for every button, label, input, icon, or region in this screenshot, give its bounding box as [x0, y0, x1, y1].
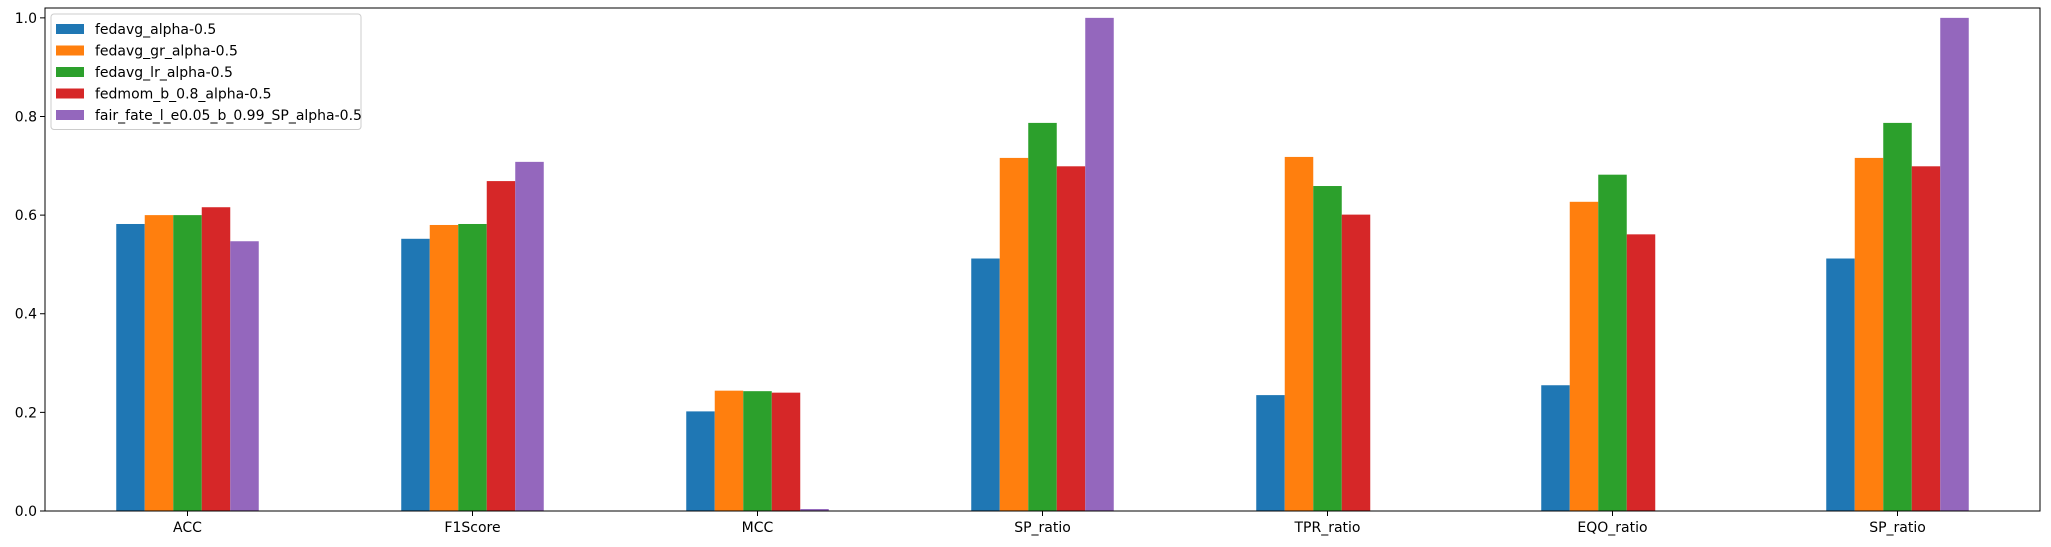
bar-fedavg_alpha-0.5-F1Score — [401, 238, 430, 512]
legend-swatch — [56, 88, 84, 99]
x-tick-label: MCC — [742, 520, 774, 536]
axes-layer: 0.0 0.2 0.4 0.6 0.8 1.0 ACC F1Score MCC SP_ratio T… — [15, 7, 2041, 536]
y-tick-label: 1.0 — [15, 11, 37, 27]
y-tick-label: 0.0 — [15, 504, 37, 520]
bar-fedavg_lr_alpha-0.5-F1Score — [458, 223, 487, 512]
bar-fedavg_gr_alpha-0.5-SP_ratio — [1854, 157, 1884, 511]
bars-layer — [116, 17, 1969, 512]
y-tick-label: 0.4 — [15, 307, 37, 323]
legend-label: fedmom_b_0.8_alpha-0.5 — [95, 87, 272, 103]
bar-fedmom_b_0.8_alpha-0.5-SP_ratio — [1056, 166, 1086, 512]
bar-fedavg_lr_alpha-0.5-TPR_ratio — [1313, 186, 1342, 511]
bar-fedavg_alpha-0.5-SP_ratio — [1826, 258, 1855, 511]
bar-fair_fate_l_e0.05_b_0.99_SP_alpha-0.5-MCC — [800, 509, 829, 511]
legend-label: fedavg_alpha-0.5 — [95, 22, 216, 38]
bar-fedavg_gr_alpha-0.5-ACC — [144, 215, 174, 511]
bar-fedavg_lr_alpha-0.5-MCC — [743, 391, 772, 511]
bar-fair_fate_l_e0.05_b_0.99_SP_alpha-0.5-ACC — [230, 241, 259, 511]
bar-fedmom_b_0.8_alpha-0.5-TPR_ratio — [1341, 214, 1371, 511]
y-tick-label: 0.8 — [15, 109, 37, 125]
bar-fedavg_alpha-0.5-ACC — [116, 223, 145, 512]
x-tick-label: SP_ratio — [1869, 520, 1926, 536]
x-tick-label: ACC — [173, 520, 202, 536]
bar-fedavg_gr_alpha-0.5-MCC — [714, 390, 744, 511]
legend-label: fair_fate_l_e0.05_b_0.99_SP_alpha-0.5 — [95, 108, 362, 124]
bar-fedmom_b_0.8_alpha-0.5-MCC — [771, 392, 801, 511]
x-tick-label: EQO_ratio — [1577, 520, 1647, 536]
x-tick-label: SP_ratio — [1014, 520, 1071, 536]
bar-fedavg_lr_alpha-0.5-ACC — [173, 215, 202, 511]
bar-fair_fate_l_e0.05_b_0.99_SP_alpha-0.5-SP_ratio — [1940, 17, 1969, 512]
legend-label: fedavg_lr_alpha-0.5 — [95, 65, 233, 81]
bar-fedavg_alpha-0.5-MCC — [686, 411, 715, 511]
legend: fedavg_alpha-0.5 fedavg_gr_alpha-0.5fedav… — [50, 13, 362, 130]
bar-fedavg_lr_alpha-0.5-EQO_ratio — [1598, 174, 1627, 511]
bar-fedavg_gr_alpha-0.5-EQO_ratio — [1569, 201, 1599, 512]
y-tick-label: 0.2 — [15, 405, 37, 421]
bar-fedavg_alpha-0.5-SP_ratio — [971, 258, 1000, 511]
legend-swatch — [56, 67, 84, 77]
bar-fedavg_gr_alpha-0.5-SP_ratio — [999, 157, 1029, 511]
legend-swatch — [56, 45, 84, 56]
bar-fedmom_b_0.8_alpha-0.5-EQO_ratio — [1626, 234, 1656, 511]
bar-fedmom_b_0.8_alpha-0.5-ACC — [201, 207, 231, 512]
bar-fedavg_gr_alpha-0.5-TPR_ratio — [1284, 156, 1314, 511]
bar-fedavg_lr_alpha-0.5-SP_ratio — [1028, 122, 1057, 512]
bar-fair_fate_l_e0.05_b_0.99_SP_alpha-0.5-SP_ratio — [1085, 17, 1114, 512]
legend-swatch — [56, 110, 84, 120]
legend-frame — [50, 13, 362, 130]
bar-fedavg_alpha-0.5-EQO_ratio — [1541, 385, 1570, 511]
legend-label: fedavg_gr_alpha-0.5 — [95, 44, 238, 60]
bar-fedmom_b_0.8_alpha-0.5-F1Score — [486, 181, 516, 511]
y-tick-label: 0.6 — [15, 208, 37, 224]
x-tick-label: TPR_ratio — [1293, 520, 1360, 536]
bar-fedavg_lr_alpha-0.5-SP_ratio — [1883, 122, 1912, 512]
legend-swatch — [56, 24, 84, 34]
bar-fedavg_gr_alpha-0.5-F1Score — [429, 224, 459, 512]
x-tick-label: F1Score — [444, 520, 500, 536]
bar-fedavg_alpha-0.5-TPR_ratio — [1256, 395, 1285, 511]
bar-fedmom_b_0.8_alpha-0.5-SP_ratio — [1911, 166, 1941, 512]
bar-fair_fate_l_e0.05_b_0.99_SP_alpha-0.5-F1Score — [515, 161, 544, 512]
